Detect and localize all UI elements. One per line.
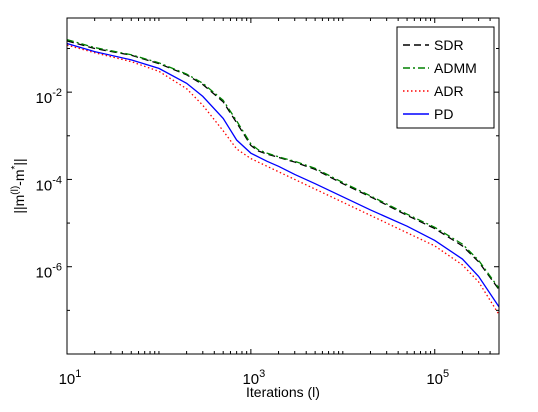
y-tick-label: 10-6: [36, 262, 62, 282]
series-layer: [66, 38, 500, 315]
legend-box: [396, 26, 495, 129]
y-tick-label-base: 10: [36, 90, 53, 107]
x-tick-label-base: 10: [59, 371, 76, 388]
x-axis-label: Iterations (l): [246, 384, 320, 400]
y-tick-label-base: 10: [36, 265, 53, 282]
plot-frame: [66, 17, 500, 355]
legend-label-pd: PD: [434, 106, 453, 122]
y-tick-label-exponent: -2: [52, 87, 62, 99]
y-axis-label-end: ||: [11, 158, 27, 165]
x-tick-label: 103: [242, 368, 265, 388]
y-axis-label-sup1: (l): [10, 186, 21, 195]
y-tick-label-exponent: -4: [52, 174, 62, 186]
legend-label-sdr: SDR: [434, 37, 464, 53]
x-tick-label: 105: [426, 368, 449, 388]
series-line-admm: [66, 38, 500, 289]
series-line-sdr: [66, 40, 500, 290]
legend: SDR ADMM ADR PD: [396, 26, 495, 129]
x-tick-label-exponent: 5: [443, 368, 449, 380]
legend-label-adr: ADR: [434, 83, 464, 99]
x-tick-label-exponent: 1: [75, 368, 81, 380]
y-axis-label-mid: -m: [11, 170, 27, 186]
y-tick-label-exponent: -6: [52, 262, 62, 274]
x-tick-label-base: 10: [426, 371, 443, 388]
y-tick-label: 10-2: [36, 87, 62, 107]
y-axis-label: ||m(l)-m*||: [10, 158, 27, 213]
x-tick-labels: 101 103 105: [59, 368, 450, 388]
y-tick-label: 10-4: [36, 174, 62, 194]
y-tick-label-base: 10: [36, 177, 53, 194]
x-tick-label-base: 10: [242, 371, 259, 388]
series-line-pd: [66, 42, 500, 308]
legend-label-admm: ADMM: [434, 60, 477, 76]
x-tick-label: 101: [59, 368, 82, 388]
x-tick-label-exponent: 3: [259, 368, 265, 380]
series-line-adr: [66, 44, 500, 315]
y-axis-label-sup2: *: [10, 166, 21, 170]
y-tick-labels: 10-210-410-6: [36, 87, 62, 282]
y-axis-label-base: ||m: [11, 195, 27, 214]
